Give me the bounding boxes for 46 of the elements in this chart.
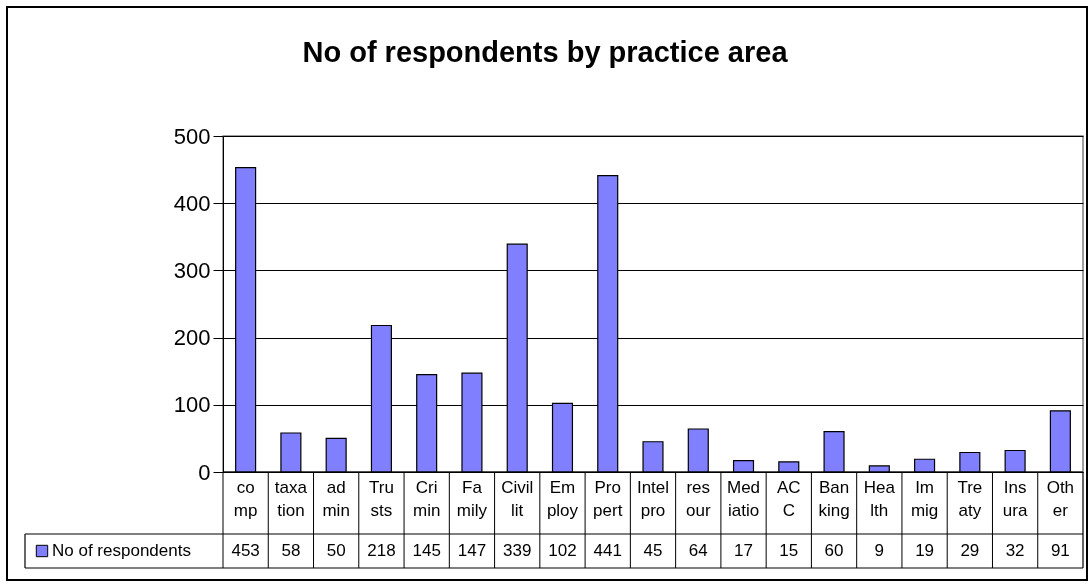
data-label: 453 (231, 541, 260, 560)
x-tick-label: Pro pert (593, 478, 623, 520)
x-tick-label: Cri min (412, 478, 441, 520)
data-label: 32 (1005, 541, 1025, 560)
y-tick-label: 100 (173, 392, 211, 418)
y-tick-label: 500 (173, 123, 211, 149)
x-tick-label: Im mig (910, 478, 939, 520)
x-tick-label: co mp (233, 478, 258, 520)
y-tick-label: 300 (173, 257, 211, 283)
data-label: 441 (593, 541, 622, 560)
data-label: 218 (367, 541, 396, 560)
x-tick-label: Hea lth (863, 478, 896, 520)
x-tick-label: Tre aty (957, 478, 983, 520)
x-tick-label: Em ploy (546, 478, 579, 520)
data-label: 58 (281, 541, 301, 560)
x-tick-label: Ban king (818, 478, 850, 520)
data-label: 29 (960, 541, 980, 560)
x-tick-label: res our (685, 478, 711, 520)
data-label: 145 (412, 541, 441, 560)
data-label: 339 (503, 541, 532, 560)
data-label: 17 (734, 541, 753, 560)
y-tick-label: 400 (173, 190, 211, 216)
data-label: 147 (457, 541, 487, 560)
data-label: 15 (779, 541, 799, 560)
data-label: 102 (548, 541, 577, 560)
x-tick-label: taxa tion (274, 478, 308, 520)
x-tick-label: Med iatio (726, 478, 761, 520)
x-tick-label: Intel pro (636, 478, 670, 520)
legend-label: No of respondents (52, 541, 191, 560)
data-label: 9 (874, 541, 885, 560)
data-label: 45 (643, 541, 663, 560)
data-label: 64 (688, 541, 708, 560)
chart-title: No of respondents by practice area (302, 36, 789, 68)
data-label: 19 (915, 541, 935, 560)
y-tick-label: 200 (173, 325, 211, 351)
data-label: 91 (1050, 541, 1070, 560)
y-tick-label: 0 (198, 459, 211, 485)
x-tick-label: Civil lit (501, 478, 534, 520)
x-tick-label: Fa mily (456, 478, 488, 520)
x-tick-label: Tru sts (368, 478, 394, 520)
data-label: 50 (326, 541, 346, 560)
x-tick-label: AC C (776, 478, 801, 520)
x-tick-label: Oth er (1046, 478, 1075, 520)
x-tick-label: ad min (322, 478, 350, 520)
data-label: 60 (824, 541, 844, 560)
x-tick-label: Ins ura (1002, 478, 1028, 520)
